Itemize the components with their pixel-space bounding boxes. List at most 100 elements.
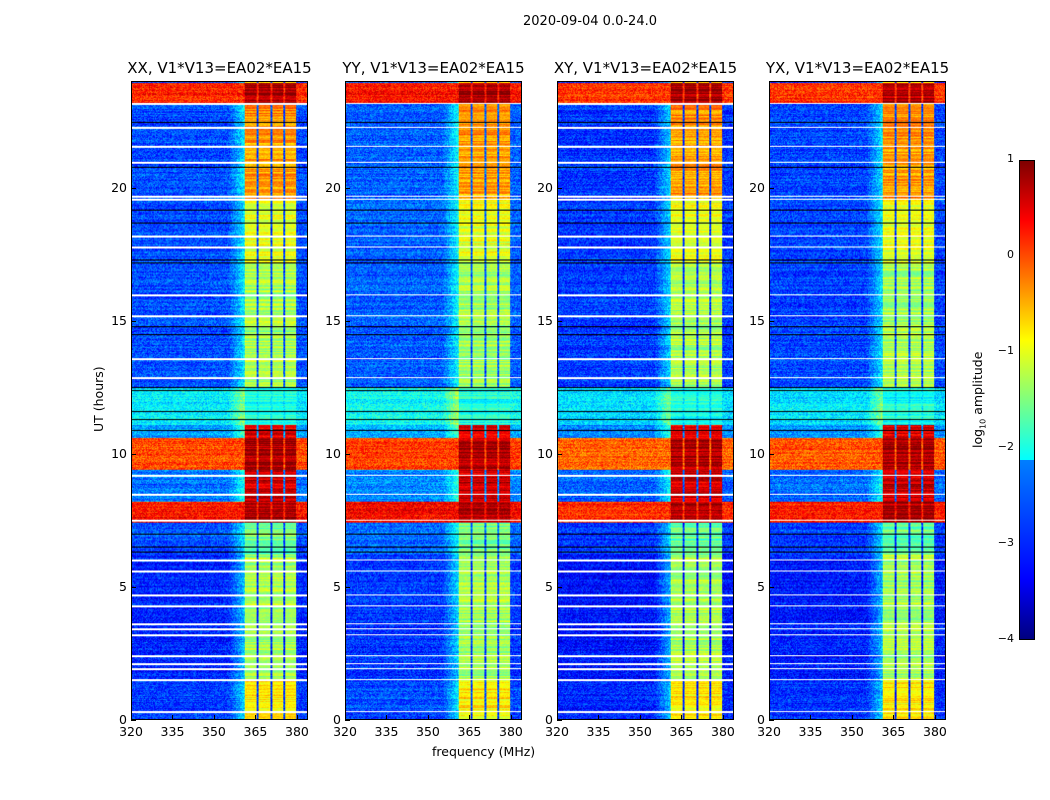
waterfall-canvas xyxy=(557,81,734,720)
y-tick xyxy=(769,187,774,189)
x-tick xyxy=(893,715,895,720)
y-tick-label: 20 xyxy=(749,179,765,195)
y-tick-label: 0 xyxy=(545,712,553,727)
colorbar-label-log: log xyxy=(970,428,985,448)
x-tick xyxy=(639,715,641,720)
x-tick xyxy=(213,715,215,720)
x-tick-label: 320 xyxy=(757,724,781,739)
y-tick-label: 0 xyxy=(333,712,341,727)
x-tick xyxy=(851,715,853,720)
x-tick xyxy=(172,715,174,720)
x-tick-label: 380 xyxy=(499,724,523,739)
x-tick xyxy=(598,715,600,720)
panel-title: XY, V1*V13=EA02*EA15 xyxy=(553,59,738,77)
y-tick-label: 10 xyxy=(111,445,127,461)
x-tick-label: 365 xyxy=(881,724,906,739)
figure-title: 2020-09-04 0.0-24.0 xyxy=(523,14,657,29)
waterfall-canvas xyxy=(131,81,308,720)
y-tick-label: 10 xyxy=(749,445,765,461)
y-tick xyxy=(131,453,136,455)
y-tick xyxy=(131,187,136,189)
x-tick xyxy=(345,715,346,720)
x-tick xyxy=(386,715,388,720)
x-tick xyxy=(769,715,770,720)
y-tick-label: 15 xyxy=(325,312,341,328)
y-tick xyxy=(131,720,136,721)
x-tick xyxy=(934,715,936,720)
x-tick-label: 350 xyxy=(628,724,652,739)
y-tick xyxy=(345,720,350,721)
colorbar-tick-label: 0 xyxy=(1007,248,1014,261)
colorbar-label-sub: 10 xyxy=(978,418,988,429)
panel-title: XX, V1*V13=EA02*EA15 xyxy=(127,59,312,77)
x-tick xyxy=(557,715,558,720)
colorbar-tick-label: −2 xyxy=(997,440,1014,453)
colorbar xyxy=(1019,160,1035,640)
y-tick xyxy=(557,320,562,322)
x-tick xyxy=(722,715,724,720)
x-tick xyxy=(510,715,512,720)
x-tick xyxy=(255,715,257,720)
y-axis-label: UT (hours) xyxy=(91,366,106,432)
y-tick-label: 5 xyxy=(119,578,127,594)
x-tick-label: 320 xyxy=(119,724,143,739)
colorbar-label: log10 amplitude xyxy=(970,352,988,448)
y-tick xyxy=(345,453,350,455)
y-tick xyxy=(769,453,774,455)
y-tick-label: 20 xyxy=(325,179,341,195)
x-tick xyxy=(296,715,298,720)
y-tick-label: 0 xyxy=(119,712,127,727)
y-tick xyxy=(557,453,562,455)
waterfall-canvas xyxy=(769,81,946,720)
x-tick xyxy=(131,715,132,720)
y-tick xyxy=(345,187,350,189)
y-tick-label: 5 xyxy=(757,578,765,594)
colorbar-tick-label: −1 xyxy=(997,344,1014,357)
y-tick-label: 10 xyxy=(537,445,553,461)
y-tick xyxy=(769,720,774,721)
y-tick-label: 0 xyxy=(757,712,765,727)
y-tick xyxy=(557,586,562,588)
y-tick-label: 15 xyxy=(111,312,127,328)
x-tick-label: 335 xyxy=(586,724,611,739)
colorbar-tick-label: −4 xyxy=(997,632,1014,645)
panel-title: YX, V1*V13=EA02*EA15 xyxy=(765,59,950,77)
waterfall-canvas xyxy=(345,81,522,720)
y-tick xyxy=(345,586,350,588)
x-axis-label: frequency (MHz) xyxy=(432,744,536,759)
x-tick-label: 335 xyxy=(374,724,399,739)
colorbar-tick-label: 1 xyxy=(1007,152,1014,165)
x-tick-label: 380 xyxy=(711,724,735,739)
x-tick-label: 365 xyxy=(457,724,482,739)
y-tick-label: 15 xyxy=(749,312,765,328)
x-tick-label: 350 xyxy=(416,724,440,739)
x-tick-label: 350 xyxy=(840,724,864,739)
x-tick-label: 380 xyxy=(285,724,309,739)
y-tick-label: 10 xyxy=(325,445,341,461)
y-tick xyxy=(769,586,774,588)
colorbar-tick-label: −3 xyxy=(997,536,1014,549)
y-tick xyxy=(557,720,562,721)
x-tick-label: 380 xyxy=(923,724,947,739)
x-tick-label: 365 xyxy=(669,724,694,739)
y-tick-label: 5 xyxy=(333,578,341,594)
colorbar-label-rest: amplitude xyxy=(970,351,985,419)
x-tick-label: 350 xyxy=(202,724,226,739)
x-tick-label: 335 xyxy=(160,724,185,739)
x-tick-label: 365 xyxy=(243,724,268,739)
x-tick-label: 320 xyxy=(545,724,569,739)
y-tick xyxy=(131,320,136,322)
y-tick xyxy=(131,586,136,588)
x-tick xyxy=(427,715,429,720)
x-tick-label: 320 xyxy=(333,724,357,739)
y-tick-label: 5 xyxy=(545,578,553,594)
y-tick xyxy=(345,320,350,322)
y-tick xyxy=(769,320,774,322)
x-tick-label: 335 xyxy=(798,724,823,739)
y-tick-label: 15 xyxy=(537,312,553,328)
y-tick xyxy=(557,187,562,189)
x-tick xyxy=(681,715,683,720)
panel-title: YY, V1*V13=EA02*EA15 xyxy=(342,59,525,77)
y-tick-label: 20 xyxy=(537,179,553,195)
x-tick xyxy=(810,715,812,720)
